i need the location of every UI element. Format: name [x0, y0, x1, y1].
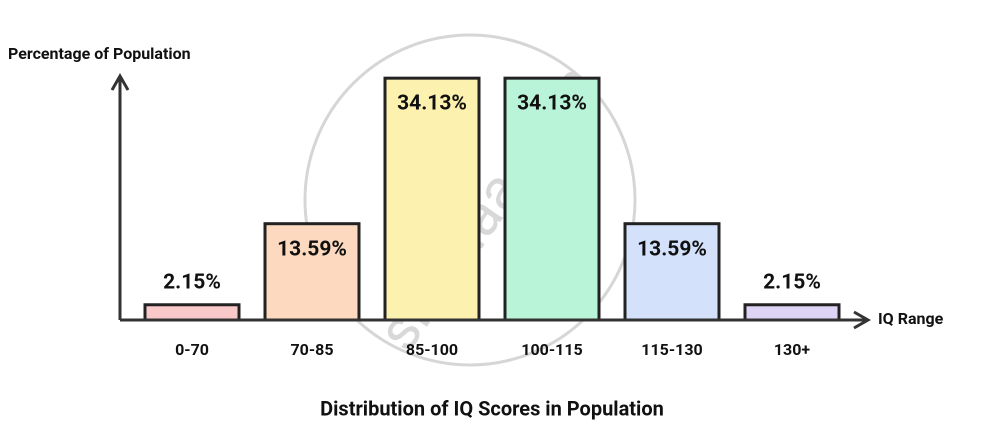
bar [383, 76, 481, 322]
bar [263, 222, 361, 322]
x-axis-arrow [853, 310, 872, 330]
x-tick-label: 85-100 [406, 340, 458, 359]
bar [143, 303, 241, 322]
bar [743, 303, 841, 322]
y-axis-arrow [110, 72, 130, 91]
x-tick-label: 100-115 [521, 340, 582, 359]
value-label: 13.59% [637, 237, 707, 261]
value-label: 2.15% [763, 270, 821, 294]
chart-title: Distribution of IQ Scores in Population [320, 396, 664, 420]
x-axis-label: IQ Range [878, 309, 944, 328]
x-tick-label: 0-70 [175, 340, 209, 359]
y-axis-label: Percentage of Population [8, 44, 191, 63]
value-label: 34.13% [397, 92, 467, 116]
x-tick-label: 70-85 [290, 340, 333, 359]
value-label: 2.15% [163, 270, 221, 294]
value-label: 34.13% [517, 92, 587, 116]
watermark-circle [303, 33, 637, 367]
x-tick-label: 115-130 [641, 340, 702, 359]
value-label: 13.59% [277, 237, 347, 261]
plot [143, 76, 841, 322]
x-tick-label: 130+ [774, 340, 811, 359]
